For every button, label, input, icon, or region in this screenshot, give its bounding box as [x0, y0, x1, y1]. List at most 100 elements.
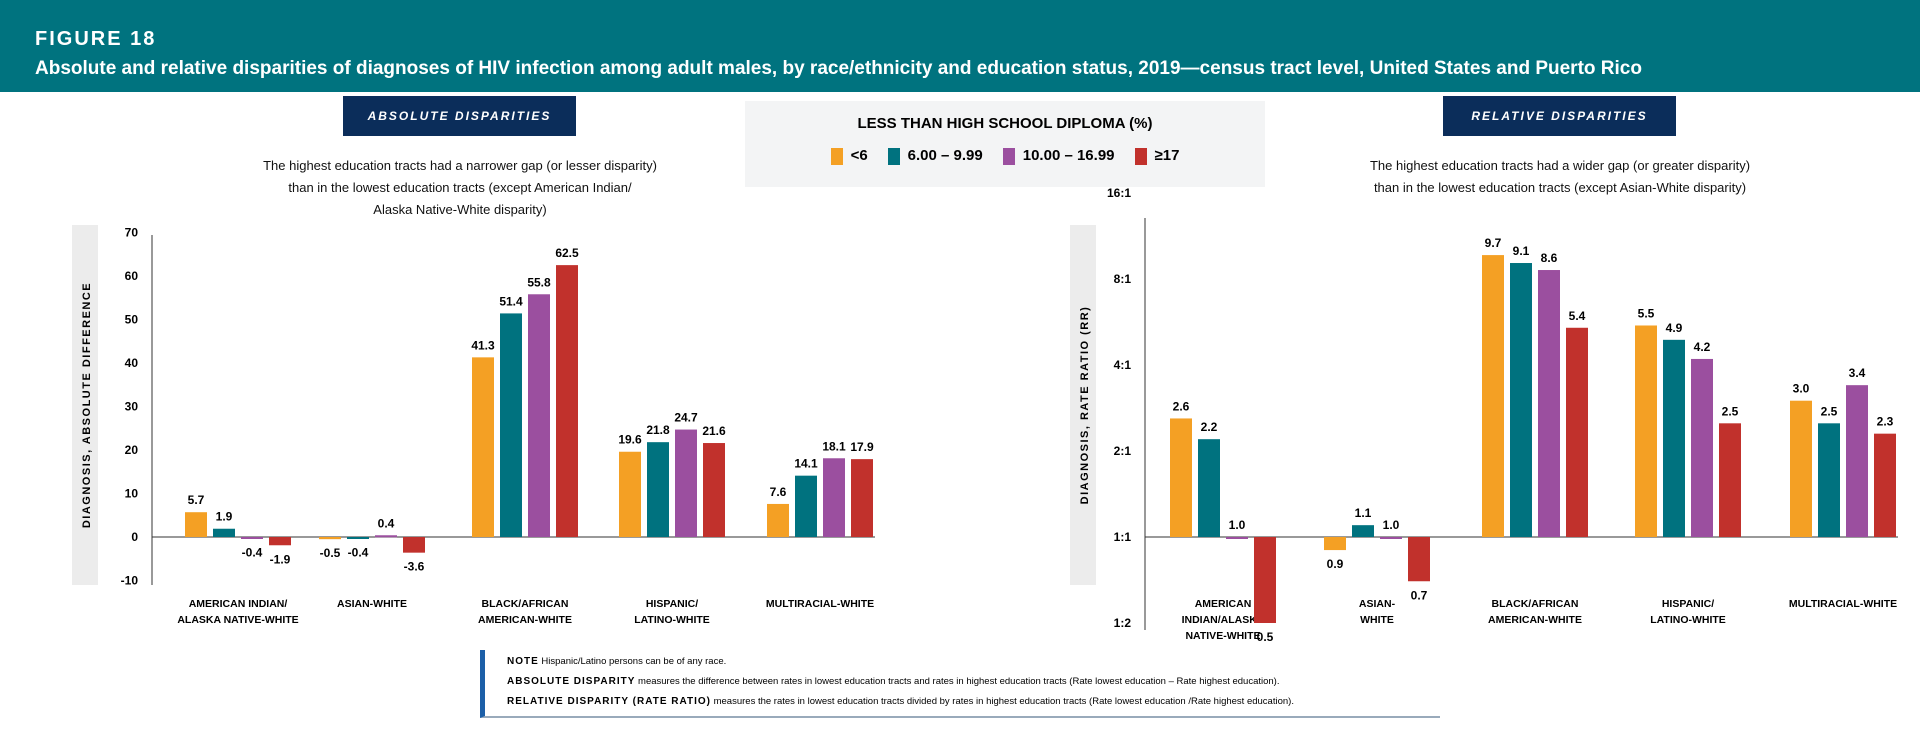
bar	[528, 294, 550, 537]
x-category-label: BLACK/AFRICAN	[482, 598, 569, 610]
bar	[851, 459, 873, 537]
subtitle-line: than in the lowest education tracts (exc…	[1373, 180, 1747, 195]
bar	[767, 503, 789, 537]
bar	[1818, 423, 1840, 537]
data-label: 19.6	[618, 433, 642, 447]
legend-swatch	[887, 147, 900, 165]
data-label: 0.5	[1257, 630, 1274, 644]
note-text: Hispanic/Latino persons can be of any ra…	[541, 656, 727, 667]
bar	[1170, 418, 1192, 537]
x-category-label: NATIVE-WHITE	[1185, 630, 1260, 642]
y-axis-label-bg	[72, 225, 98, 585]
data-label: 3.0	[1793, 382, 1810, 396]
x-category-label: MULTIRACIAL-WHITE	[766, 598, 874, 610]
x-category-label: AMERICAN	[1195, 598, 1252, 610]
y-tick-label: 20	[125, 443, 139, 457]
bar	[1790, 400, 1812, 537]
note-label: ABSOLUTE DISPARITY	[507, 676, 636, 687]
bar	[375, 535, 397, 538]
x-category-label: MULTIRACIAL-WHITE	[1789, 598, 1897, 610]
data-label: 62.5	[555, 246, 579, 260]
data-label: 0.9	[1327, 557, 1344, 571]
legend-label: 10.00 – 16.99	[1022, 147, 1115, 164]
bar	[1566, 327, 1588, 537]
note-text: measures the rates in lowest education t…	[713, 696, 1294, 707]
data-label: 2.5	[1722, 404, 1739, 418]
bar	[795, 475, 817, 537]
data-label: 55.8	[527, 275, 551, 289]
x-category-label: HISPANIC/	[646, 598, 698, 610]
legend-label: 6.00 – 9.99	[907, 147, 983, 164]
x-category-label: LATINO-WHITE	[1650, 614, 1726, 626]
data-label: 9.7	[1485, 236, 1502, 250]
legend: LESS THAN HIGH SCHOOL DIPLOMA (%) <6 6.0…	[745, 101, 1265, 187]
bar	[1846, 385, 1868, 537]
bar	[500, 313, 522, 537]
data-label: 2.6	[1173, 399, 1190, 413]
data-label: 2.3	[1877, 415, 1894, 429]
bar	[1324, 537, 1346, 551]
data-label: 17.9	[850, 440, 874, 454]
x-category-label: WHITE	[1360, 614, 1394, 626]
data-label: -3.6	[404, 560, 425, 574]
bar	[319, 537, 341, 540]
bar	[185, 512, 207, 537]
data-label: 7.6	[770, 485, 787, 499]
bar	[556, 265, 578, 537]
bar	[1408, 537, 1430, 582]
bar	[1352, 525, 1374, 537]
bar	[1380, 537, 1402, 539]
bar	[647, 442, 669, 537]
y-tick-label: 16:1	[1107, 186, 1131, 200]
legend-item: 6.00 – 9.99	[887, 147, 983, 165]
absolute-disparities-tag: ABSOLUTE DISPARITIES	[343, 96, 576, 136]
legend-swatch	[830, 147, 843, 165]
data-label: 8.6	[1541, 251, 1558, 265]
legend-swatch	[1002, 147, 1015, 165]
data-label: 1.1	[1355, 506, 1372, 520]
data-label: 21.8	[646, 423, 670, 437]
subtitle-line: The highest education tracts had a narro…	[263, 158, 657, 173]
data-label: 14.1	[794, 457, 818, 471]
note-line: RELATIVE DISPARITY (RATE RATIO) measures…	[507, 692, 1440, 712]
legend-title: LESS THAN HIGH SCHOOL DIPLOMA (%)	[857, 115, 1153, 132]
data-label: -1.9	[270, 552, 291, 566]
data-label: 51.4	[499, 294, 523, 308]
bar	[823, 458, 845, 537]
data-label: 4.2	[1694, 340, 1711, 354]
note-label: NOTE	[507, 656, 539, 667]
y-tick-label: 4:1	[1114, 358, 1132, 372]
note-line: NOTE Hispanic/Latino persons can be of a…	[507, 652, 1440, 672]
data-label: -0.5	[320, 546, 341, 560]
figure-number: FIGURE 18	[35, 28, 157, 50]
y-tick-label: 8:1	[1114, 272, 1132, 286]
bar	[1226, 537, 1248, 539]
legend-label: <6	[850, 147, 868, 164]
data-label: 41.3	[471, 338, 495, 352]
data-label: 21.6	[702, 424, 726, 438]
data-label: 5.4	[1569, 309, 1586, 323]
legend-item: <6	[830, 147, 868, 165]
y-axis-label-bg	[1070, 225, 1096, 585]
x-category-label: ASIAN-WHITE	[337, 598, 407, 610]
data-label: 24.7	[674, 411, 698, 425]
data-label: -0.4	[348, 546, 369, 560]
bar	[1663, 339, 1685, 537]
figure-title: Absolute and relative disparities of dia…	[35, 58, 1642, 79]
y-tick-label: 0	[131, 530, 138, 544]
y-tick-label: -10	[121, 574, 139, 588]
x-category-label: BLACK/AFRICAN	[1492, 598, 1579, 610]
data-label: 0.7	[1411, 588, 1428, 602]
x-category-label: AMERICAN-WHITE	[1488, 614, 1582, 626]
x-category-label: ASIAN-	[1359, 598, 1396, 610]
data-label: 3.4	[1849, 366, 1866, 380]
data-label: 5.7	[188, 493, 205, 507]
legend-item: ≥17	[1134, 147, 1179, 165]
bar	[403, 537, 425, 553]
y-axis-label: DIAGNOSIS, RATE RATIO (RR)	[1079, 306, 1091, 505]
bar	[1635, 325, 1657, 537]
bar	[619, 451, 641, 537]
subtitle-line: The highest education tracts had a wider…	[1369, 158, 1751, 173]
relative-disparities-tag: RELATIVE DISPARITIES	[1443, 96, 1676, 136]
y-tick-label: 30	[125, 400, 139, 414]
